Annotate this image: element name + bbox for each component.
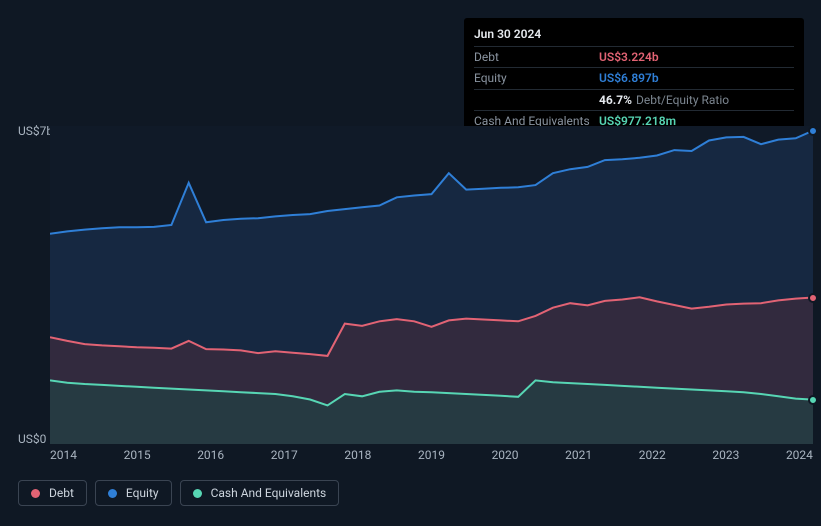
y-axis-label-top: US$7b bbox=[18, 124, 53, 138]
x-axis-label: 2024 bbox=[786, 448, 813, 462]
tooltip-panel: Jun 30 2024 Debt US$3.224b Equity US$6.8… bbox=[464, 18, 804, 139]
x-axis-label: 2023 bbox=[712, 448, 739, 462]
y-axis-label-bottom: US$0 bbox=[18, 432, 46, 446]
x-axis-label: 2021 bbox=[565, 448, 592, 462]
x-axis-label: 2019 bbox=[418, 448, 445, 462]
tooltip-ratio-label: Debt/Equity Ratio bbox=[636, 92, 729, 108]
legend-swatch bbox=[31, 489, 40, 498]
x-axis-label: 2017 bbox=[271, 448, 298, 462]
legend-label: Cash And Equivalents bbox=[211, 486, 327, 500]
tooltip-row-equity: Equity US$6.897b bbox=[474, 67, 794, 88]
tooltip-date: Jun 30 2024 bbox=[474, 24, 794, 46]
tooltip-label: Debt bbox=[474, 49, 599, 65]
x-axis-label: 2016 bbox=[197, 448, 224, 462]
legend: Debt Equity Cash And Equivalents bbox=[18, 480, 339, 506]
x-axis-label: 2015 bbox=[124, 448, 151, 462]
legend-item-debt[interactable]: Debt bbox=[18, 480, 87, 506]
tooltip-label bbox=[474, 92, 599, 108]
chart-svg bbox=[50, 126, 813, 444]
x-axis-label: 2022 bbox=[639, 448, 666, 462]
end-marker-debt bbox=[808, 293, 818, 303]
tooltip-row-debt: Debt US$3.224b bbox=[474, 46, 794, 67]
tooltip-value: US$6.897b bbox=[599, 70, 659, 86]
legend-item-cash[interactable]: Cash And Equivalents bbox=[180, 480, 340, 506]
end-marker-cash bbox=[808, 395, 818, 405]
x-axis-label: 2018 bbox=[344, 448, 371, 462]
tooltip-value: US$3.224b bbox=[599, 49, 659, 65]
legend-label: Debt bbox=[49, 486, 74, 500]
tooltip-label: Equity bbox=[474, 70, 599, 86]
plot-area: US$7b US$0 bbox=[18, 126, 813, 444]
x-axis-label: 2020 bbox=[492, 448, 519, 462]
tooltip-row-ratio: 46.7% Debt/Equity Ratio bbox=[474, 89, 794, 110]
financial-history-chart: Jun 30 2024 Debt US$3.224b Equity US$6.8… bbox=[0, 0, 821, 526]
legend-swatch bbox=[108, 489, 117, 498]
x-axis: 2014 2015 2016 2017 2018 2019 2020 2021 2022 2023… bbox=[50, 448, 813, 462]
tooltip-ratio-pct: 46.7% bbox=[599, 92, 632, 108]
legend-label: Equity bbox=[126, 486, 159, 500]
end-marker-equity bbox=[808, 126, 818, 136]
legend-item-equity[interactable]: Equity bbox=[95, 480, 172, 506]
x-axis-label: 2014 bbox=[50, 448, 77, 462]
legend-swatch bbox=[193, 489, 202, 498]
